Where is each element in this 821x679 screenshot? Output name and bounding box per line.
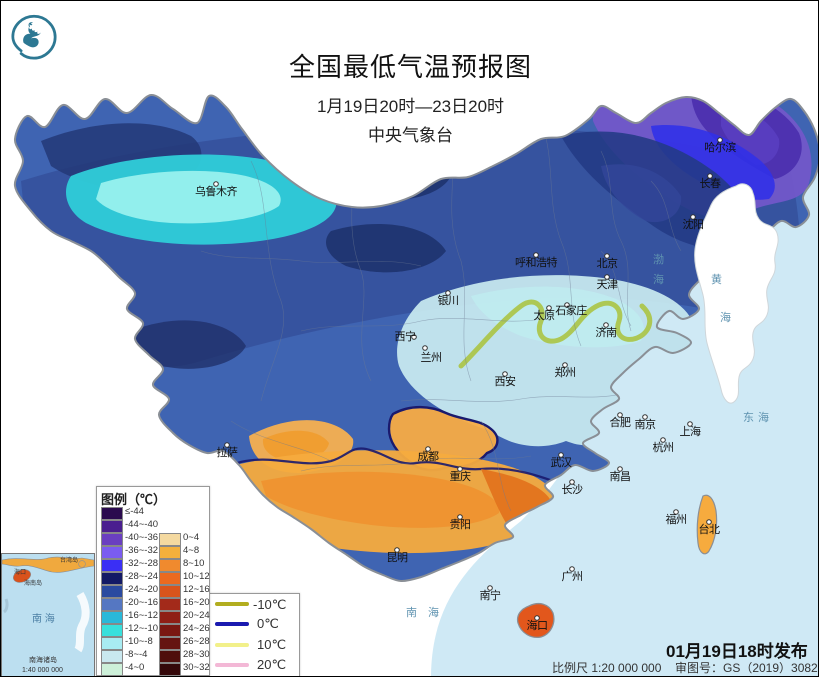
svg-text:东: 东 (743, 411, 754, 424)
svg-text:海南岛: 海南岛 (24, 579, 42, 587)
svg-text:南海诸岛: 南海诸岛 (29, 655, 57, 664)
svg-text:海: 海 (720, 310, 731, 324)
svg-text:南 海: 南 海 (32, 612, 55, 625)
svg-text:渤: 渤 (653, 253, 664, 266)
svg-text:黄: 黄 (711, 272, 722, 286)
svg-text:台湾岛: 台湾岛 (60, 556, 78, 564)
svg-text:海: 海 (653, 272, 664, 286)
svg-text:1:40 000 000: 1:40 000 000 (22, 667, 63, 674)
svg-text:海口: 海口 (14, 568, 26, 576)
svg-text:南 海: 南 海 (406, 605, 439, 619)
svg-text:海: 海 (758, 410, 769, 424)
